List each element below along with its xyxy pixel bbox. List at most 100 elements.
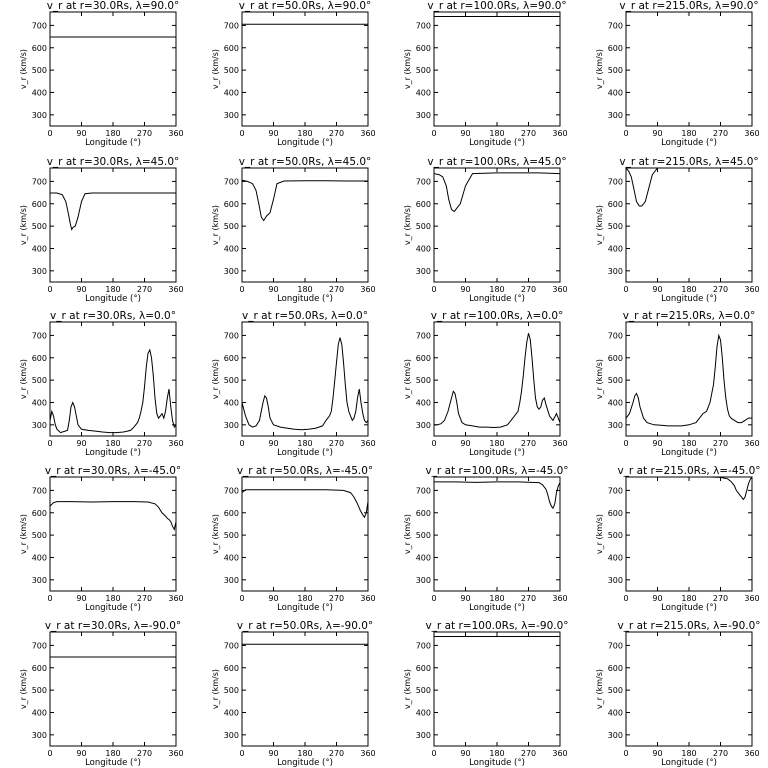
subplot: v_r at r=30.0Rs, λ=0.0° 0 90 180 270 360 300 40… — [19, 310, 184, 458]
plot-frame — [49, 167, 177, 283]
subplot: v_r at r=30.0Rs, λ=45.0° 0 90 180 270 360 300 4… — [19, 156, 184, 304]
y-tick-label: 300 — [608, 576, 623, 585]
y-tick-label: 500 — [224, 66, 239, 75]
y-tick-label: 500 — [416, 66, 431, 75]
y-tick-label: 600 — [608, 44, 623, 53]
plot-frame — [625, 167, 753, 283]
x-tick-label: 180 — [297, 285, 312, 294]
plot-frame — [241, 11, 369, 127]
plot-frame — [241, 631, 369, 747]
x-tick-label: 180 — [105, 129, 120, 138]
y-tick-label: 500 — [608, 376, 623, 385]
x-tick-label: 180 — [681, 285, 696, 294]
series-line — [434, 333, 561, 429]
y-tick-label: 600 — [608, 509, 623, 518]
y-tick-label: 700 — [224, 486, 239, 495]
y-tick-label: 600 — [32, 664, 47, 673]
x-tick-label: 180 — [489, 285, 504, 294]
y-axis-label: v_r (km/s) — [403, 669, 412, 709]
subplot: v_r at r=50.0Rs, λ=0.0° 0 90 180 270 360 300 40… — [211, 310, 376, 458]
y-tick-label: 500 — [224, 531, 239, 540]
x-tick-label: 90 — [76, 285, 86, 294]
x-tick-label: 90 — [76, 749, 86, 758]
x-tick-label: 0 — [239, 285, 244, 294]
x-tick-label: 90 — [460, 285, 470, 294]
x-tick-label: 90 — [76, 129, 86, 138]
x-axis-label: Longitude (°) — [85, 758, 141, 768]
x-tick-label: 90 — [652, 439, 662, 448]
x-tick-label: 180 — [105, 285, 120, 294]
y-axis-label: v_r (km/s) — [595, 359, 604, 399]
y-tick-label: 400 — [416, 244, 431, 253]
y-tick-label: 600 — [224, 200, 239, 209]
x-axis-label: Longitude (°) — [469, 603, 525, 613]
y-axis-label: v_r (km/s) — [403, 514, 412, 554]
x-axis-label: Longitude (°) — [277, 603, 333, 613]
y-axis-label: v_r (km/s) — [19, 514, 28, 554]
x-tick-label: 270 — [137, 439, 152, 448]
y-axis-label: v_r (km/s) — [595, 669, 604, 709]
y-tick-label: 300 — [608, 421, 623, 430]
y-tick-label: 700 — [416, 641, 431, 650]
x-axis-label: Longitude (°) — [661, 448, 717, 458]
y-tick-label: 700 — [416, 331, 431, 340]
plot-frame — [49, 11, 177, 127]
y-tick-label: 300 — [32, 576, 47, 585]
y-tick-label: 600 — [416, 354, 431, 363]
y-tick-label: 500 — [416, 222, 431, 231]
y-tick-label: 300 — [224, 267, 239, 276]
x-tick-label: 0 — [623, 129, 628, 138]
y-tick-label: 700 — [608, 486, 623, 495]
y-tick-label: 300 — [608, 267, 623, 276]
y-axis-label: v_r (km/s) — [211, 49, 220, 89]
y-tick-label: 300 — [416, 576, 431, 585]
y-tick-label: 300 — [416, 731, 431, 740]
y-tick-label: 500 — [32, 686, 47, 695]
subplot-title: v_r at r=50.0Rs, λ=-90.0° — [237, 620, 373, 632]
x-tick-label: 270 — [713, 439, 728, 448]
y-axis-label: v_r (km/s) — [19, 49, 28, 89]
y-tick-label: 400 — [224, 708, 239, 717]
x-tick-label: 0 — [239, 594, 244, 603]
y-axis-label: v_r (km/s) — [403, 49, 412, 89]
x-tick-label: 180 — [489, 749, 504, 758]
y-axis-label: v_r (km/s) — [211, 669, 220, 709]
plot-frame — [49, 321, 177, 437]
subplot: v_r at r=215.0Rs, λ=-45.0° 0 90 180 270 360 30… — [595, 465, 761, 613]
y-tick-label: 600 — [224, 44, 239, 53]
x-tick-label: 0 — [47, 129, 52, 138]
y-tick-label: 600 — [32, 354, 47, 363]
x-tick-label: 270 — [137, 749, 152, 758]
y-axis-label: v_r (km/s) — [403, 359, 412, 399]
x-axis-label: Longitude (°) — [277, 294, 333, 304]
plot-frame — [625, 11, 753, 127]
y-tick-label: 500 — [608, 222, 623, 231]
x-tick-label: 360 — [552, 285, 567, 294]
x-axis-label: Longitude (°) — [661, 758, 717, 768]
y-tick-label: 500 — [608, 686, 623, 695]
y-tick-label: 500 — [32, 222, 47, 231]
y-tick-label: 400 — [608, 244, 623, 253]
x-tick-label: 270 — [713, 749, 728, 758]
plot-frame — [49, 631, 177, 747]
x-tick-label: 270 — [713, 285, 728, 294]
y-tick-label: 500 — [32, 376, 47, 385]
y-tick-label: 400 — [416, 708, 431, 717]
x-tick-label: 270 — [137, 129, 152, 138]
y-tick-label: 700 — [224, 21, 239, 30]
x-axis-label: Longitude (°) — [469, 294, 525, 304]
y-tick-label: 500 — [224, 222, 239, 231]
plot-frame — [433, 167, 561, 283]
x-tick-label: 0 — [623, 594, 628, 603]
y-tick-label: 300 — [32, 421, 47, 430]
plot-frame — [625, 476, 753, 592]
x-tick-label: 90 — [460, 129, 470, 138]
y-tick-label: 400 — [32, 88, 47, 97]
x-tick-label: 270 — [329, 439, 344, 448]
subplot: v_r at r=100.0Rs, λ=-90.0° 0 90 180 270 360 30… — [403, 620, 569, 768]
x-tick-label: 90 — [268, 439, 278, 448]
y-tick-label: 300 — [224, 111, 239, 120]
plot-frame — [433, 11, 561, 127]
subplot: v_r at r=215.0Rs, λ=90.0° 0 90 180 270 360 300… — [595, 0, 760, 148]
